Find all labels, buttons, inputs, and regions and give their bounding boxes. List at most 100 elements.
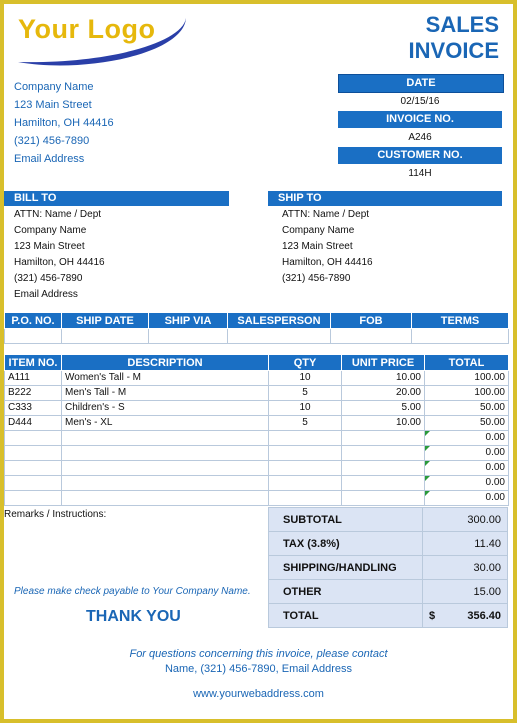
bill-to-company[interactable]: Company Name [14,225,87,236]
col-ship-date: SHIP DATE [61,312,149,329]
item-no-cell[interactable] [4,460,62,476]
ship-to-phone[interactable]: (321) 456-7890 [282,273,351,284]
total-cell: 0.00 [424,445,509,461]
col-salesperson: SALESPERSON [227,312,331,329]
subtotal-value: 300.00 [422,507,508,532]
total-row: TOTAL $ 356.40 [268,603,508,628]
total-cell: 0.00 [424,475,509,491]
other-row: OTHER 15.00 [268,579,508,604]
total-cell-text: 0.00 [485,477,505,488]
footer-web[interactable]: www.yourwebaddress.com [193,688,324,700]
tax-value: 11.40 [422,531,508,556]
ship-to-city[interactable]: Hamilton, OH 44416 [282,257,373,268]
bill-to-attn[interactable]: ATTN: Name / Dept [14,209,102,220]
total-cell: 0.00 [424,430,509,446]
table-row: A111 Women's Tall - M 10 10.00 100.00 [4,370,509,386]
ship-to-street[interactable]: 123 Main Street [282,241,353,252]
item-no-cell[interactable] [4,430,62,446]
invoice-title: SALES INVOICE [409,12,499,64]
item-no-cell[interactable] [4,475,62,491]
unit-price-cell[interactable] [341,445,425,461]
total-cell-text: 0.00 [485,432,505,443]
bill-to-street[interactable]: 123 Main Street [14,241,85,252]
bill-to-email[interactable]: Email Address [14,289,78,300]
unit-price-cell[interactable] [341,490,425,506]
shipping-row: SHIPPING/HANDLING 30.00 [268,555,508,580]
po-no-cell[interactable] [4,328,62,344]
item-no-cell[interactable] [4,490,62,506]
col-item-no: ITEM NO. [4,354,62,371]
customer-no-label: CUSTOMER NO. [338,147,502,164]
total-cell: 0.00 [424,490,509,506]
unit-price-cell[interactable] [341,430,425,446]
other-value[interactable]: 15.00 [422,579,508,604]
shipping-value[interactable]: 30.00 [422,555,508,580]
description-cell[interactable] [61,475,269,491]
bill-to-city[interactable]: Hamilton, OH 44416 [14,257,105,268]
other-label: OTHER [268,579,423,604]
item-no-cell[interactable]: B222 [4,385,62,401]
item-no-cell[interactable]: C333 [4,400,62,416]
date-label[interactable]: DATE [338,74,504,93]
ship-to-attn[interactable]: ATTN: Name / Dept [282,209,370,220]
col-fob: FOB [330,312,412,329]
qty-cell[interactable]: 5 [268,415,342,431]
unit-price-cell[interactable] [341,475,425,491]
description-cell[interactable] [61,430,269,446]
qty-cell[interactable] [268,445,342,461]
qty-cell[interactable]: 5 [268,385,342,401]
bill-to-phone[interactable]: (321) 456-7890 [14,273,83,284]
date-value[interactable]: 02/15/16 [400,96,440,107]
unit-price-cell[interactable] [341,460,425,476]
qty-cell[interactable]: 10 [268,370,342,386]
description-cell[interactable] [61,490,269,506]
total-cell: 100.00 [424,385,509,401]
description-cell[interactable] [61,445,269,461]
totals-table: SUBTOTAL 300.00 TAX (3.8%) 11.40 SHIPPIN… [268,507,508,628]
col-po-no: P.O. NO. [4,312,62,329]
col-qty: QTY [268,354,342,371]
col-ship-via: SHIP VIA [148,312,228,329]
item-no-cell[interactable] [4,445,62,461]
qty-cell[interactable]: 10 [268,400,342,416]
company-city: Hamilton, OH 44416 [14,117,114,129]
col-terms: TERMS [411,312,509,329]
description-cell[interactable]: Women's Tall - M [61,370,269,386]
unit-price-cell[interactable]: 5.00 [341,400,425,416]
logo-text: Your Logo [18,14,156,44]
bill-to-block: ATTN: Name / Dept Company Name 123 Main … [14,207,105,303]
unit-price-cell[interactable]: 10.00 [341,415,425,431]
salesperson-cell[interactable] [227,328,331,344]
description-cell[interactable]: Men's - XL [61,415,269,431]
ship-date-cell[interactable] [61,328,149,344]
total-cell: 50.00 [424,400,509,416]
footer-question: For questions concerning this invoice, p… [129,648,388,660]
table-row: 0.00 [4,445,509,461]
item-no-cell[interactable]: A111 [4,370,62,386]
qty-cell[interactable] [268,490,342,506]
description-cell[interactable]: Children's - S [61,400,269,416]
fob-cell[interactable] [330,328,412,344]
qty-cell[interactable] [268,430,342,446]
unit-price-cell[interactable]: 10.00 [341,370,425,386]
qty-cell[interactable] [268,475,342,491]
shipping-table: P.O. NO. SHIP DATE SHIP VIA SALESPERSON … [4,312,509,344]
qty-cell[interactable] [268,460,342,476]
unit-price-cell[interactable]: 20.00 [341,385,425,401]
item-no-cell[interactable]: D444 [4,415,62,431]
terms-cell[interactable] [411,328,509,344]
ship-via-cell[interactable] [148,328,228,344]
description-cell[interactable]: Men's Tall - M [61,385,269,401]
total-cell-text: 0.00 [485,447,505,458]
total-cell-text: 0.00 [485,492,505,503]
total-value: 356.40 [467,609,501,622]
total-value-cell: $ 356.40 [422,603,508,628]
subtotal-label: SUBTOTAL [268,507,423,532]
ship-to-header: SHIP TO [268,191,502,206]
ship-to-company[interactable]: Company Name [282,225,355,236]
invoice-no-value[interactable]: A246 [408,132,432,143]
customer-no-value[interactable]: 114H [408,168,432,179]
col-unit-price: UNIT PRICE [341,354,425,371]
description-cell[interactable] [61,460,269,476]
